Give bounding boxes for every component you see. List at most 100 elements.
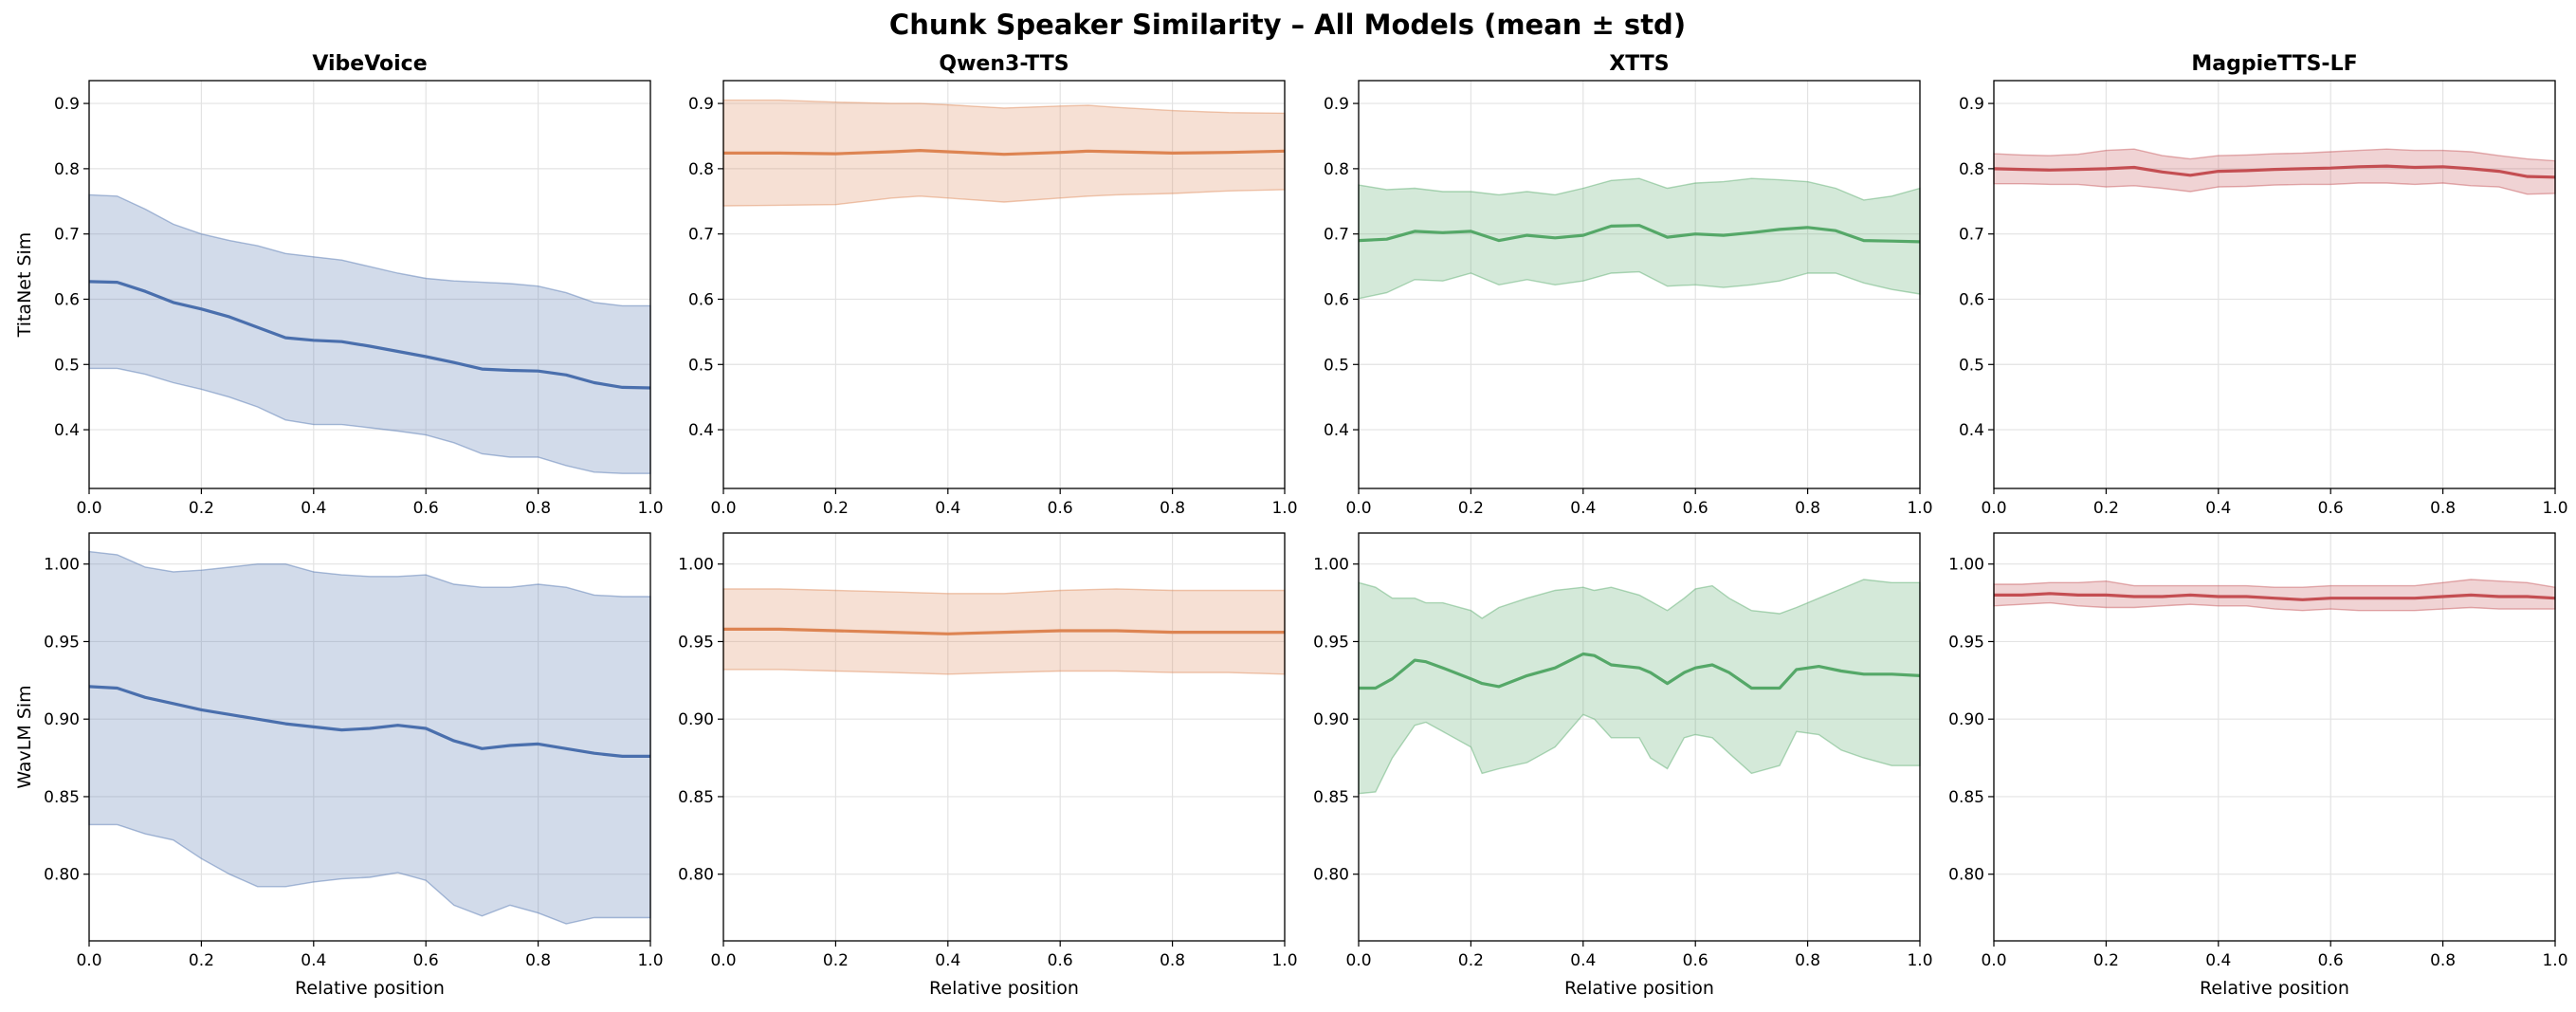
x-tick-label: 0.6 — [413, 951, 439, 970]
x-tick-label: 0.2 — [823, 951, 849, 970]
y-tick-label: 0.80 — [44, 866, 80, 885]
x-tick-label: 0.6 — [2318, 951, 2344, 970]
x-tick-label: 0.0 — [76, 499, 101, 518]
axes-frame — [88, 80, 651, 489]
axes-frame — [1993, 532, 2556, 942]
panel-magpietts-lf-wavlm: 0.0 0.2 0.4 0.6 0.8 1.0 0.80 0.85 0.90 0.95 1.00 Re… — [1948, 532, 2568, 999]
mean-line — [1359, 652, 1921, 690]
mean-line — [1994, 592, 2556, 601]
panel-xtts-wavlm: 0.0 0.2 0.4 0.6 0.8 1.0 0.80 0.85 0.90 0.95 1.00 Re… — [1313, 532, 1933, 999]
x-tick-label: 0.2 — [2093, 499, 2119, 518]
y-tick-label: 0.9 — [688, 95, 714, 114]
panel-vibevoice-wavlm: 0.0 0.2 0.4 0.6 0.8 1.0 0.80 0.85 0.90 0.95 1.00 Re… — [14, 532, 664, 999]
x-tick-label: 0.4 — [301, 951, 326, 970]
panel-title: MagpieTTS-LF — [2191, 52, 2357, 76]
y-tick-label: 0.85 — [678, 788, 714, 807]
y-tick-label: 1.00 — [678, 556, 714, 575]
y-tick-label: 0.4 — [1324, 421, 1349, 440]
x-tick-label: 0.8 — [525, 951, 551, 970]
mean-line — [88, 280, 651, 390]
grid — [722, 533, 1286, 941]
std-band — [1358, 579, 1921, 795]
y-tick-label: 1.00 — [1313, 556, 1349, 575]
y-tick-label: 0.9 — [1959, 95, 1984, 114]
x-tick-label: 1.0 — [637, 951, 663, 970]
axes-frame — [722, 80, 1286, 489]
x-tick-label: 0.0 — [1981, 499, 2006, 518]
y-axis-label: TitaNet Sim — [14, 232, 35, 339]
mean-line — [723, 149, 1286, 156]
x-tick-label: 0.2 — [2093, 951, 2119, 970]
panel-title: VibeVoice — [312, 52, 427, 76]
std-band — [1358, 177, 1921, 300]
x-tick-label: 0.8 — [2430, 499, 2456, 518]
y-tick-label: 0.85 — [1948, 788, 1984, 807]
x-tick-label: 0.2 — [189, 499, 214, 518]
x-tick-label: 0.8 — [1795, 499, 1820, 518]
x-tick-label: 0.6 — [413, 499, 439, 518]
y-tick-label: 0.7 — [1324, 226, 1349, 245]
figure-title: Chunk Speaker Similarity – All Models (m… — [889, 9, 1686, 41]
x-tick-label: 1.0 — [1271, 951, 1297, 970]
y-tick-label: 0.7 — [1959, 226, 1984, 245]
axes-frame — [722, 532, 1286, 942]
y-tick-label: 0.7 — [688, 226, 714, 245]
y-tick-label: 0.85 — [44, 788, 80, 807]
x-tick-label: 0.4 — [935, 951, 960, 970]
y-tick-label: 0.9 — [54, 95, 80, 114]
x-tick-label: 0.4 — [2205, 951, 2231, 970]
y-tick-label: 0.8 — [688, 160, 714, 179]
x-tick-label: 0.8 — [1160, 951, 1185, 970]
y-tick-label: 0.4 — [54, 421, 80, 440]
y-tick-label: 0.6 — [1959, 290, 1984, 309]
y-tick-label: 0.90 — [1313, 710, 1349, 729]
x-tick-label: 0.0 — [1345, 951, 1371, 970]
mean-line — [1358, 224, 1921, 244]
x-tick-label: 0.6 — [1048, 951, 1073, 970]
y-tick-label: 0.95 — [678, 633, 714, 652]
y-tick-label: 1.00 — [1948, 556, 1984, 575]
x-tick-label: 1.0 — [1907, 951, 1932, 970]
x-tick-label: 0.0 — [1981, 951, 2006, 970]
x-tick-label: 1.0 — [2542, 951, 2567, 970]
panel-vibevoice-titanet: 0.0 0.2 0.4 0.6 0.8 1.0 0.4 0.5 0.6 0.7 0.8 0.9 Vibe… — [14, 52, 664, 518]
grid — [1358, 81, 1921, 488]
y-tick-label: 0.90 — [678, 710, 714, 729]
grid — [1993, 81, 2556, 488]
panel-qwen3-tts-titanet: 0.0 0.2 0.4 0.6 0.8 1.0 0.4 0.5 0.6 0.7 0.8 0.9 Qwen… — [688, 52, 1298, 518]
y-tick-label: 0.8 — [54, 160, 80, 179]
y-tick-label: 0.5 — [1324, 356, 1349, 375]
axes-frame — [1358, 532, 1921, 942]
std-band — [88, 550, 651, 925]
x-tick-label: 0.2 — [1458, 499, 1484, 518]
panel-title: Qwen3-TTS — [939, 52, 1069, 76]
grid — [1358, 533, 1921, 941]
x-axis-label: Relative position — [1564, 978, 1714, 999]
x-tick-label: 0.2 — [1458, 951, 1484, 970]
y-tick-label: 0.80 — [678, 866, 714, 885]
x-tick-label: 1.0 — [1271, 499, 1297, 518]
x-tick-label: 0.2 — [189, 951, 214, 970]
mean-line — [723, 627, 1285, 635]
x-tick-label: 0.4 — [935, 499, 960, 518]
x-tick-label: 0.6 — [1683, 951, 1708, 970]
x-tick-label: 0.6 — [1683, 499, 1708, 518]
y-tick-label: 0.6 — [1324, 290, 1349, 309]
y-tick-label: 0.8 — [1324, 160, 1349, 179]
mean-line — [88, 685, 650, 759]
x-tick-label: 0.8 — [525, 499, 551, 518]
y-axis-label: WavLM Sim — [14, 685, 35, 788]
axes-frame — [1993, 80, 2556, 489]
y-tick-label: 0.6 — [54, 290, 80, 309]
panel-xtts-titanet: 0.0 0.2 0.4 0.6 0.8 1.0 0.4 0.5 0.6 0.7 0.8 0.9 XTTS — [1324, 52, 1933, 518]
panel-qwen3-tts-wavlm: 0.0 0.2 0.4 0.6 0.8 1.0 0.80 0.85 0.90 0.95 1.00 Re… — [678, 532, 1298, 999]
x-tick-label: 0.6 — [1048, 499, 1073, 518]
y-tick-label: 0.5 — [54, 356, 80, 375]
y-tick-label: 0.95 — [1948, 633, 1984, 652]
y-tick-label: 0.90 — [1948, 710, 1984, 729]
x-tick-label: 0.0 — [76, 951, 101, 970]
x-tick-label: 1.0 — [637, 499, 663, 518]
y-tick-label: 0.7 — [54, 226, 80, 245]
x-tick-label: 0.2 — [823, 499, 849, 518]
